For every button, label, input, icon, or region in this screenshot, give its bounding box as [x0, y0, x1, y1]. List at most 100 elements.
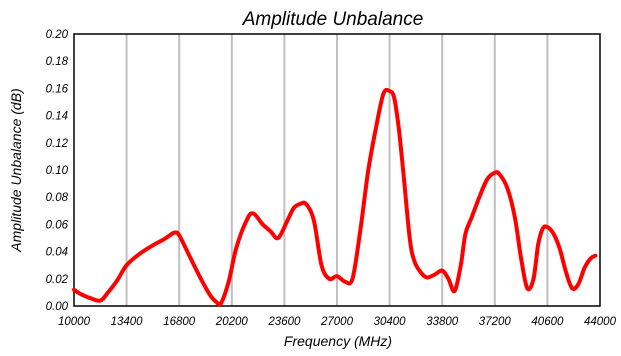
- data-point-58: [505, 186, 509, 190]
- data-point-14: [199, 277, 203, 281]
- data-point-24: [276, 236, 280, 240]
- x-tick-27000: 27000: [320, 316, 354, 328]
- y-tick-0.14: 0.14: [46, 111, 68, 123]
- data-point-20: [245, 217, 249, 221]
- data-point-6: [125, 263, 129, 267]
- data-point-67: [558, 247, 562, 251]
- vertical-gridlines: [125, 34, 549, 306]
- data-point-52: [463, 232, 467, 236]
- data-point-34: [351, 277, 354, 281]
- y-tick-0.02: 0.02: [46, 274, 69, 286]
- data-point-4: [106, 290, 110, 294]
- data-point-3: [98, 299, 102, 303]
- x-tick-23600: 23600: [267, 316, 301, 328]
- data-point-66: [552, 232, 556, 236]
- x-tick-40600: 40600: [531, 316, 564, 328]
- data-point-28: [304, 202, 308, 206]
- data-point-53: [470, 216, 474, 220]
- data-point-62: [532, 277, 535, 281]
- data-point-45: [419, 270, 422, 274]
- data-point-71: [583, 266, 586, 270]
- data-point-64: [541, 227, 545, 230]
- y-tick-0.08: 0.08: [46, 192, 69, 204]
- data-point-1: [78, 292, 82, 296]
- data-point-55: [485, 178, 489, 181]
- data-point-8: [149, 244, 153, 248]
- data-point-63: [536, 243, 540, 247]
- data-point-19: [234, 246, 238, 249]
- y-tick-0.10: 0.10: [46, 165, 69, 177]
- data-point-39: [388, 89, 392, 93]
- data-point-10: [168, 233, 172, 237]
- y-tick-0.00: 0.00: [46, 301, 69, 313]
- x-tick-10000: 10000: [58, 316, 91, 328]
- data-point-25: [286, 218, 289, 222]
- data-point-13: [188, 255, 192, 259]
- y-tick-0.12: 0.12: [46, 138, 69, 150]
- data-point-43: [408, 236, 412, 240]
- data-point-49: [446, 277, 450, 281]
- y-tick-0.20: 0.20: [46, 29, 69, 41]
- data-point-37: [374, 127, 378, 131]
- y-tick-0.04: 0.04: [46, 247, 68, 259]
- x-tick-30400: 30400: [374, 316, 407, 328]
- data-point-16: [214, 300, 218, 304]
- data-point-48: [440, 269, 444, 273]
- data-point-29: [312, 218, 316, 222]
- y-tick-0.18: 0.18: [46, 56, 69, 68]
- chart-title: Amplitude Unbalance: [242, 9, 424, 30]
- data-point-21: [252, 212, 255, 215]
- data-point-30: [320, 263, 323, 267]
- data-point-18: [227, 280, 231, 283]
- x-tick-33800: 33800: [426, 316, 459, 328]
- y-axis-label: Amplitude Unbalance (dB): [8, 88, 24, 252]
- data-point-40: [392, 96, 396, 100]
- data-point-27: [298, 202, 302, 206]
- y-tick-labels: 0.00 0.02 0.04 0.06 0.08 0.10 0.12 0.14 0.16 0.18…: [46, 29, 69, 313]
- data-point-31: [327, 277, 331, 281]
- data-point-44: [412, 259, 416, 263]
- x-tick-20200: 20200: [215, 316, 249, 328]
- data-point-69: [570, 286, 574, 290]
- data-point-59: [513, 216, 517, 220]
- x-tick-16800: 16800: [163, 316, 196, 328]
- x-tick-labels: 10000 13400 16800 20200 23600 27000 30400 33800…: [58, 316, 617, 328]
- data-point-57: [497, 172, 501, 176]
- data-point-0: [72, 288, 76, 292]
- data-point-12: [177, 233, 181, 237]
- data-point-5: [115, 278, 119, 282]
- data-point-46: [425, 275, 429, 279]
- data-point-60: [519, 256, 523, 260]
- data-point-50: [453, 289, 457, 293]
- data-point-35: [358, 229, 362, 233]
- x-tick-44000: 44000: [584, 316, 617, 328]
- data-point-2: [88, 296, 91, 300]
- data-point-11: [173, 231, 177, 235]
- x-tick-37200: 37200: [479, 316, 512, 328]
- data-point-68: [564, 270, 568, 274]
- x-tick-13400: 13400: [111, 316, 144, 328]
- data-point-54: [477, 195, 481, 199]
- data-point-51: [459, 263, 463, 267]
- data-point-47: [433, 273, 436, 277]
- data-point-65: [545, 225, 549, 229]
- data-point-33: [343, 280, 347, 283]
- data-point-7: [137, 252, 141, 256]
- data-point-42: [402, 172, 405, 176]
- y-tick-0.16: 0.16: [46, 83, 69, 95]
- y-tick-0.06: 0.06: [46, 219, 69, 231]
- data-point-72: [589, 256, 593, 260]
- data-point-22: [261, 222, 265, 226]
- data-point-26: [292, 206, 296, 210]
- data-point-15: [208, 293, 212, 297]
- data-point-38: [381, 92, 385, 96]
- x-axis-label: Frequency (MHz): [284, 333, 392, 349]
- data-point-61: [525, 286, 529, 290]
- data-point-23: [269, 229, 272, 233]
- data-point-56: [493, 171, 497, 175]
- data-point-70: [576, 282, 580, 286]
- plot-frame: [73, 33, 601, 307]
- data-point-32: [335, 274, 339, 278]
- data-point-9: [162, 237, 166, 241]
